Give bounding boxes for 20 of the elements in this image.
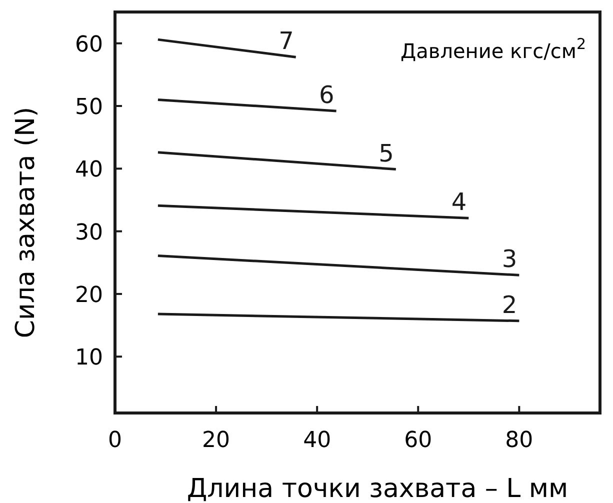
series-label: 6 bbox=[319, 80, 334, 109]
x-axis-title: Длина точки захвата – L мм bbox=[186, 474, 568, 503]
x-tick-label: 0 bbox=[108, 428, 122, 453]
x-tick-label: 40 bbox=[303, 428, 332, 453]
y-tick-label: 50 bbox=[75, 94, 103, 120]
y-tick-label: 40 bbox=[75, 158, 103, 183]
y-tick-label: 20 bbox=[75, 282, 103, 308]
x-tick-label: 60 bbox=[404, 428, 432, 453]
series-label: 3 bbox=[502, 245, 518, 274]
series-label: 4 bbox=[451, 188, 467, 216]
series-label: 2 bbox=[502, 290, 518, 319]
y-axis-title: Сила захвата (N) bbox=[11, 106, 41, 338]
x-tick-label: 20 bbox=[202, 428, 230, 453]
series-label: 7 bbox=[278, 27, 294, 56]
x-tick-label: 80 bbox=[505, 428, 534, 453]
legend-title: Давление кгс/см$^{2}$ bbox=[400, 35, 586, 63]
series-label: 5 bbox=[378, 139, 394, 168]
y-tick-label: 30 bbox=[75, 220, 103, 246]
y-tick-label: 60 bbox=[75, 32, 103, 58]
y-tick-label: 10 bbox=[75, 346, 103, 371]
